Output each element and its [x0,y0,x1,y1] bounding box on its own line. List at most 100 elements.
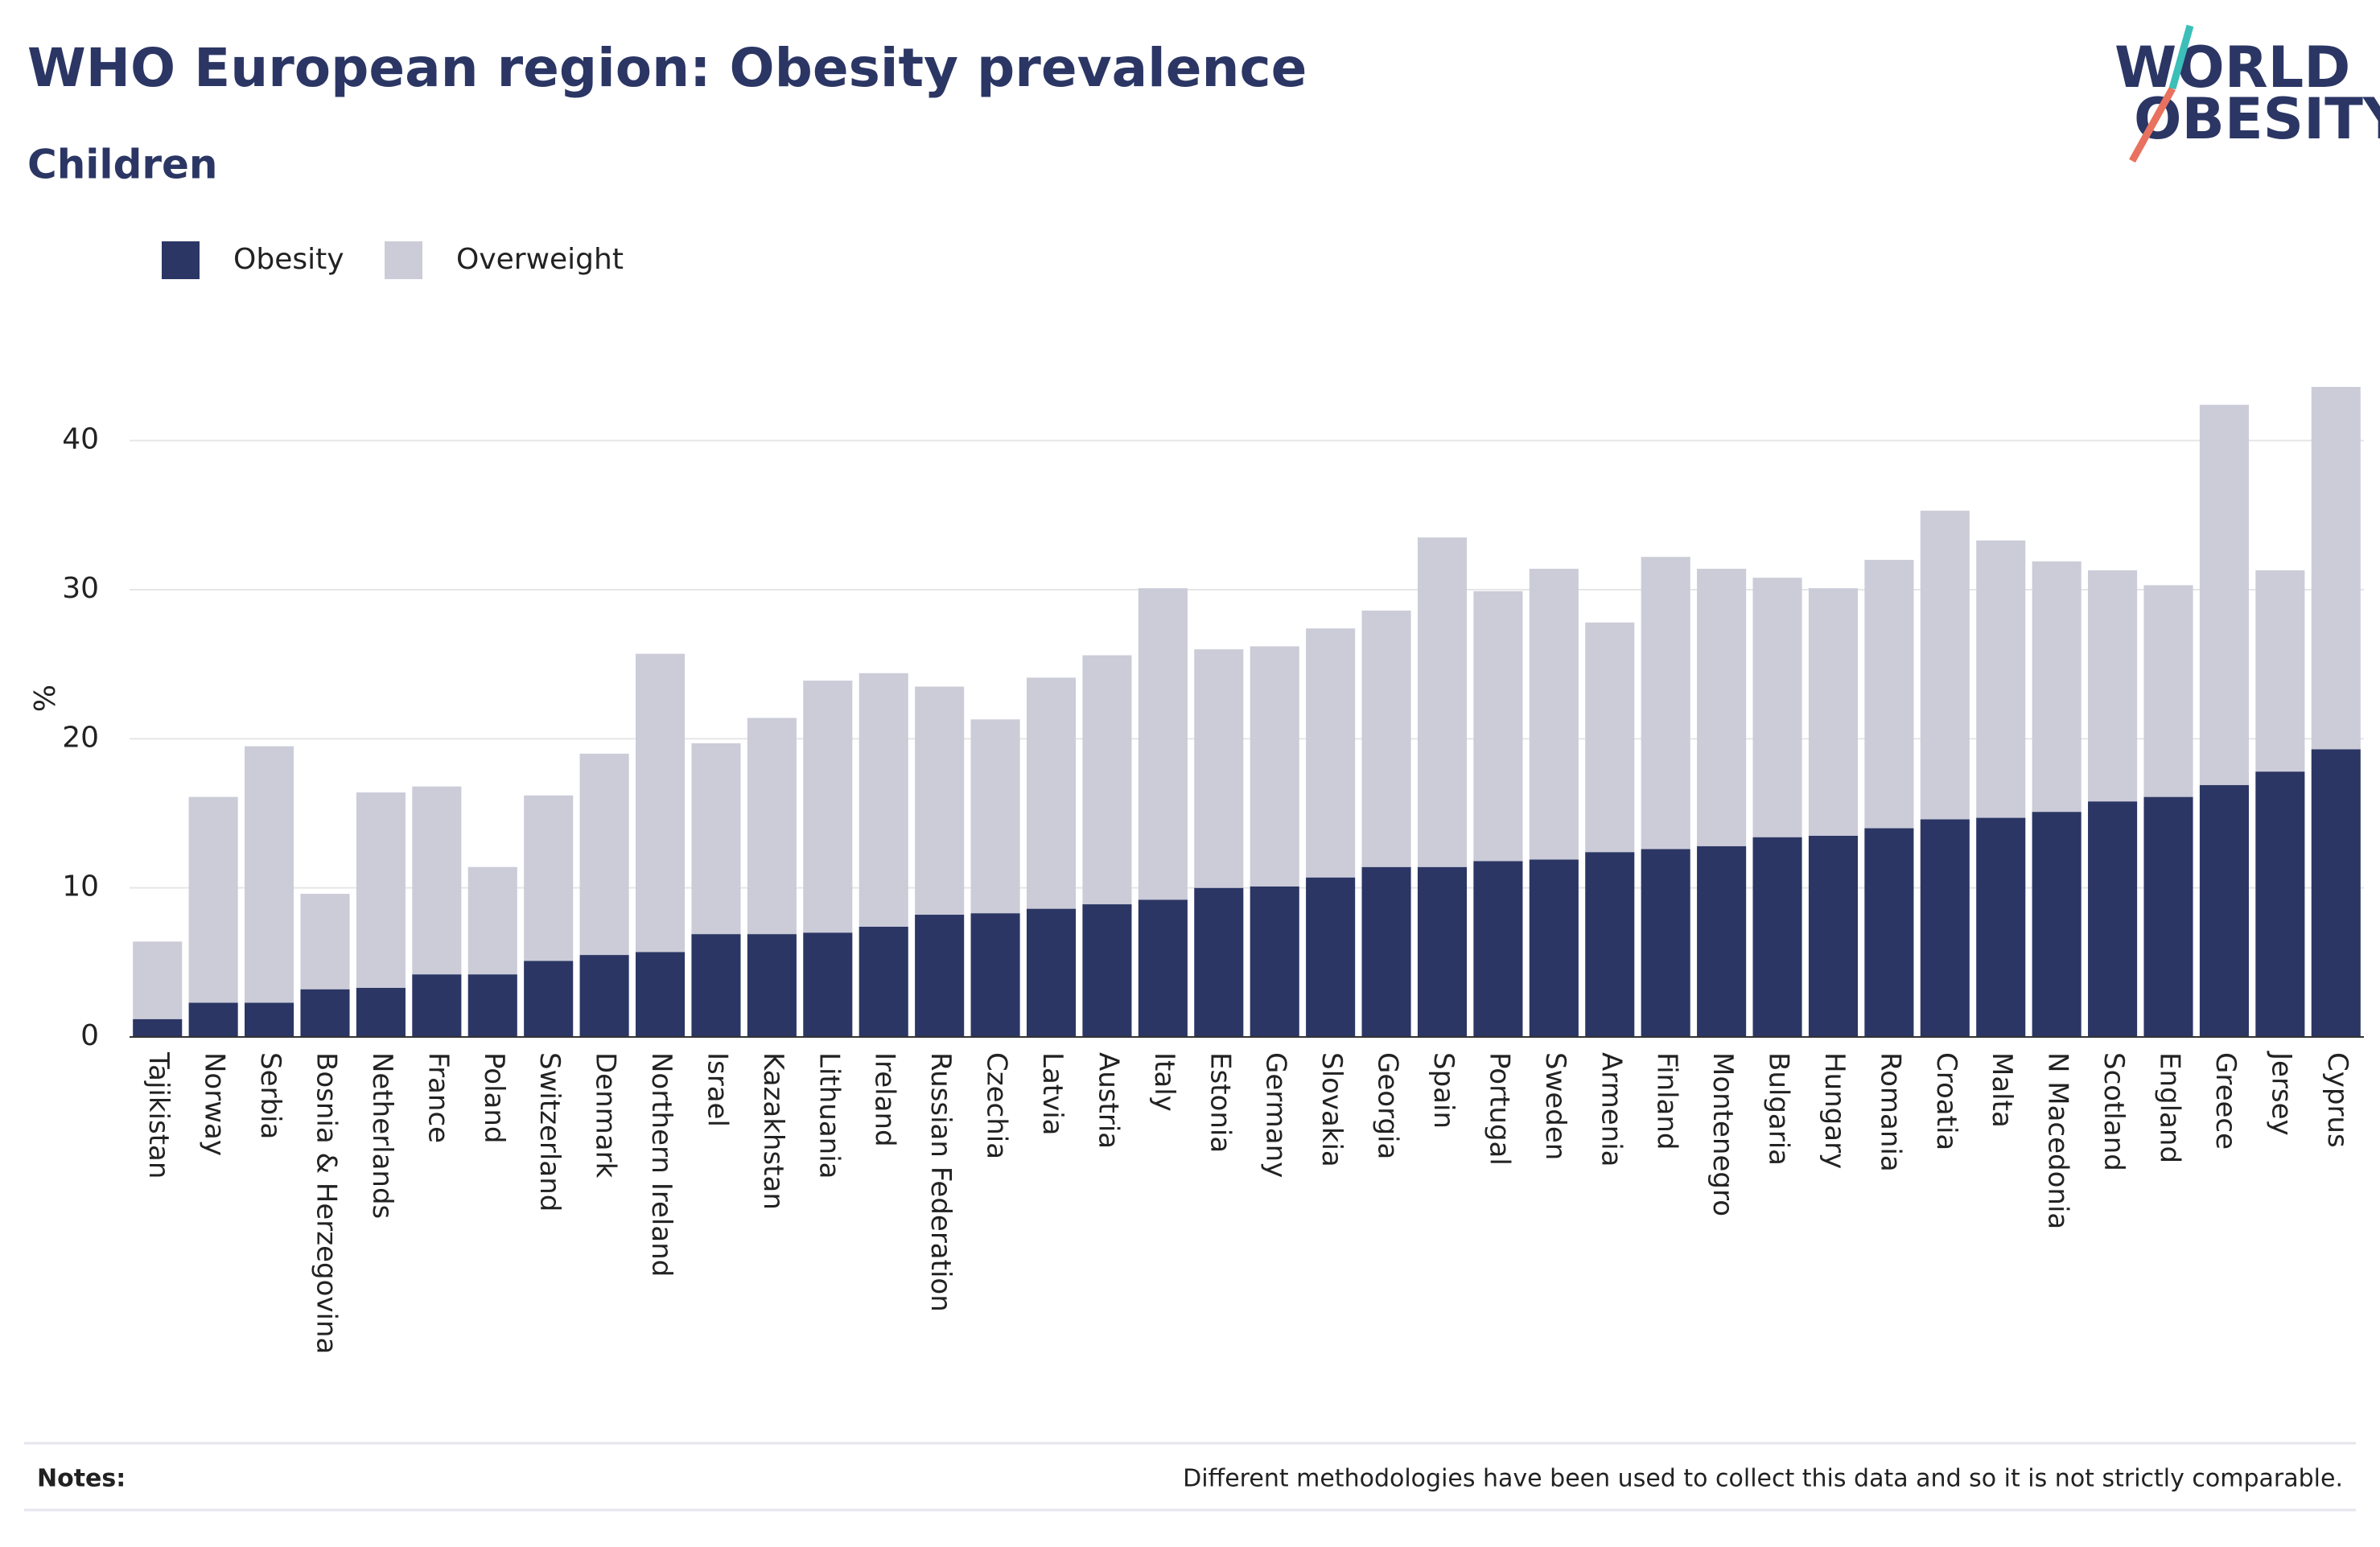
bar-segment [747,934,797,1037]
x-tick-label: Ireland [869,1052,901,1147]
logo-slash [2129,86,2176,163]
bar-segment [747,718,797,935]
y-tick-label: 30 [62,572,99,605]
bar-segment [691,934,741,1037]
x-tick-label: France [422,1052,454,1143]
x-tick-label: Austria [1092,1052,1124,1149]
bar-segment [1194,887,1244,1037]
notes-text: Different methodologies have been used t… [1183,1465,2343,1493]
x-tick-label: Latvia [1036,1052,1069,1136]
x-tick-label: Germany [1260,1052,1292,1178]
bar-segment [1138,899,1188,1037]
x-tick-label: Finland [1651,1052,1683,1150]
x-tick-label: Serbia [254,1052,286,1139]
bar-segment [1417,866,1468,1037]
bar-segment [2255,771,2305,1037]
bar-segment [691,743,741,935]
bar-segment [1026,908,1077,1037]
bar-segment [1473,590,1523,862]
bar-segment [1361,866,1411,1037]
bar-segment [2199,405,2249,785]
bar-segment [188,796,238,1003]
x-tick-label: Slovakia [1316,1052,1348,1167]
bar-segment [2032,812,2081,1037]
legend-swatch [385,241,422,279]
bar-segment [970,913,1020,1037]
x-tick-label: Spain [1427,1052,1460,1129]
x-tick-label: Czechia [981,1052,1013,1159]
chart-title: WHO European region: Obesity prevalence [27,37,1307,99]
bar-segment [1194,649,1244,888]
bar-segment [2199,784,2249,1037]
x-tick-label: Greece [2209,1052,2242,1150]
x-tick-label: Scotland [2098,1052,2130,1171]
bar-segment [1417,537,1468,867]
x-tick-label: Denmark [590,1052,622,1179]
bar-segment [133,1018,183,1037]
chart-subtitle: Children [27,142,218,188]
bar-segment [915,915,965,1037]
x-tick-label: England [2154,1052,2186,1163]
bar-segment [1306,877,1356,1037]
x-tick-label: Netherlands [366,1052,398,1219]
bar-segment [2143,585,2193,797]
bar-segment [1641,557,1690,850]
bar-segment [803,932,853,1037]
bar-segment [2088,570,2138,802]
bar-segment [1306,628,1356,878]
bar-segment [1808,835,1859,1037]
x-tick-label: Portugal [1483,1052,1515,1166]
y-tick-label: 0 [80,1019,99,1052]
x-tick-label: Jersey [2265,1051,2297,1136]
legend-label: Overweight [456,243,624,276]
bar-segment [1697,846,1747,1037]
logo-text: OBESITY [2134,86,2380,152]
x-tick-label: Norway [199,1052,231,1156]
bar-segment [1697,569,1747,846]
x-tick-label: Israel [701,1052,733,1127]
x-tick-label: Estonia [1204,1052,1236,1153]
bar-segment [1082,655,1132,905]
bar-segment [579,753,629,956]
bar-segment [245,746,294,1003]
bar-segment [300,989,350,1037]
bar-segment [1864,828,1914,1037]
bar-segment [1529,569,1579,860]
bar-segment [2311,749,2361,1037]
bar-segment [2088,801,2138,1037]
bar-segment [2311,386,2361,750]
x-tick-label: Russian Federation [924,1052,957,1312]
x-tick-label: Romania [1874,1052,1906,1172]
y-tick-label: 40 [62,423,99,456]
x-tick-label: N Macedonia [2042,1052,2074,1229]
bar-segment [300,894,350,990]
bar-segment [133,941,183,1019]
bar-segment [1752,578,1802,837]
legend-swatch [162,241,200,279]
bar-segment [1976,540,2026,818]
x-tick-label: Lithuania [813,1052,845,1179]
bar-segment [412,786,462,975]
bar-segment [1976,817,2026,1037]
bar-segment [1920,510,1970,820]
bar-segment [1808,588,1859,836]
bar-segment [1026,677,1077,909]
bar-segment [635,952,686,1037]
bar-segment [1082,904,1132,1037]
bar-segment [524,961,574,1037]
bar-segment [859,926,908,1037]
x-tick-label: Georgia [1372,1052,1404,1159]
x-tick-label: Switzerland [533,1052,566,1212]
logo-slash [2168,24,2194,90]
x-tick-label: Malta [1986,1052,2018,1128]
bar-segment [467,974,517,1037]
x-tick-label: Armenia [1595,1052,1627,1167]
x-tick-label: Bulgaria [1763,1052,1795,1166]
bar-segment [1138,588,1188,900]
bar-segment [356,987,406,1037]
bar-segment [467,866,517,975]
logo-text: WORLD [2114,35,2350,101]
bar-segment [635,653,686,952]
bar-segment [803,681,853,933]
